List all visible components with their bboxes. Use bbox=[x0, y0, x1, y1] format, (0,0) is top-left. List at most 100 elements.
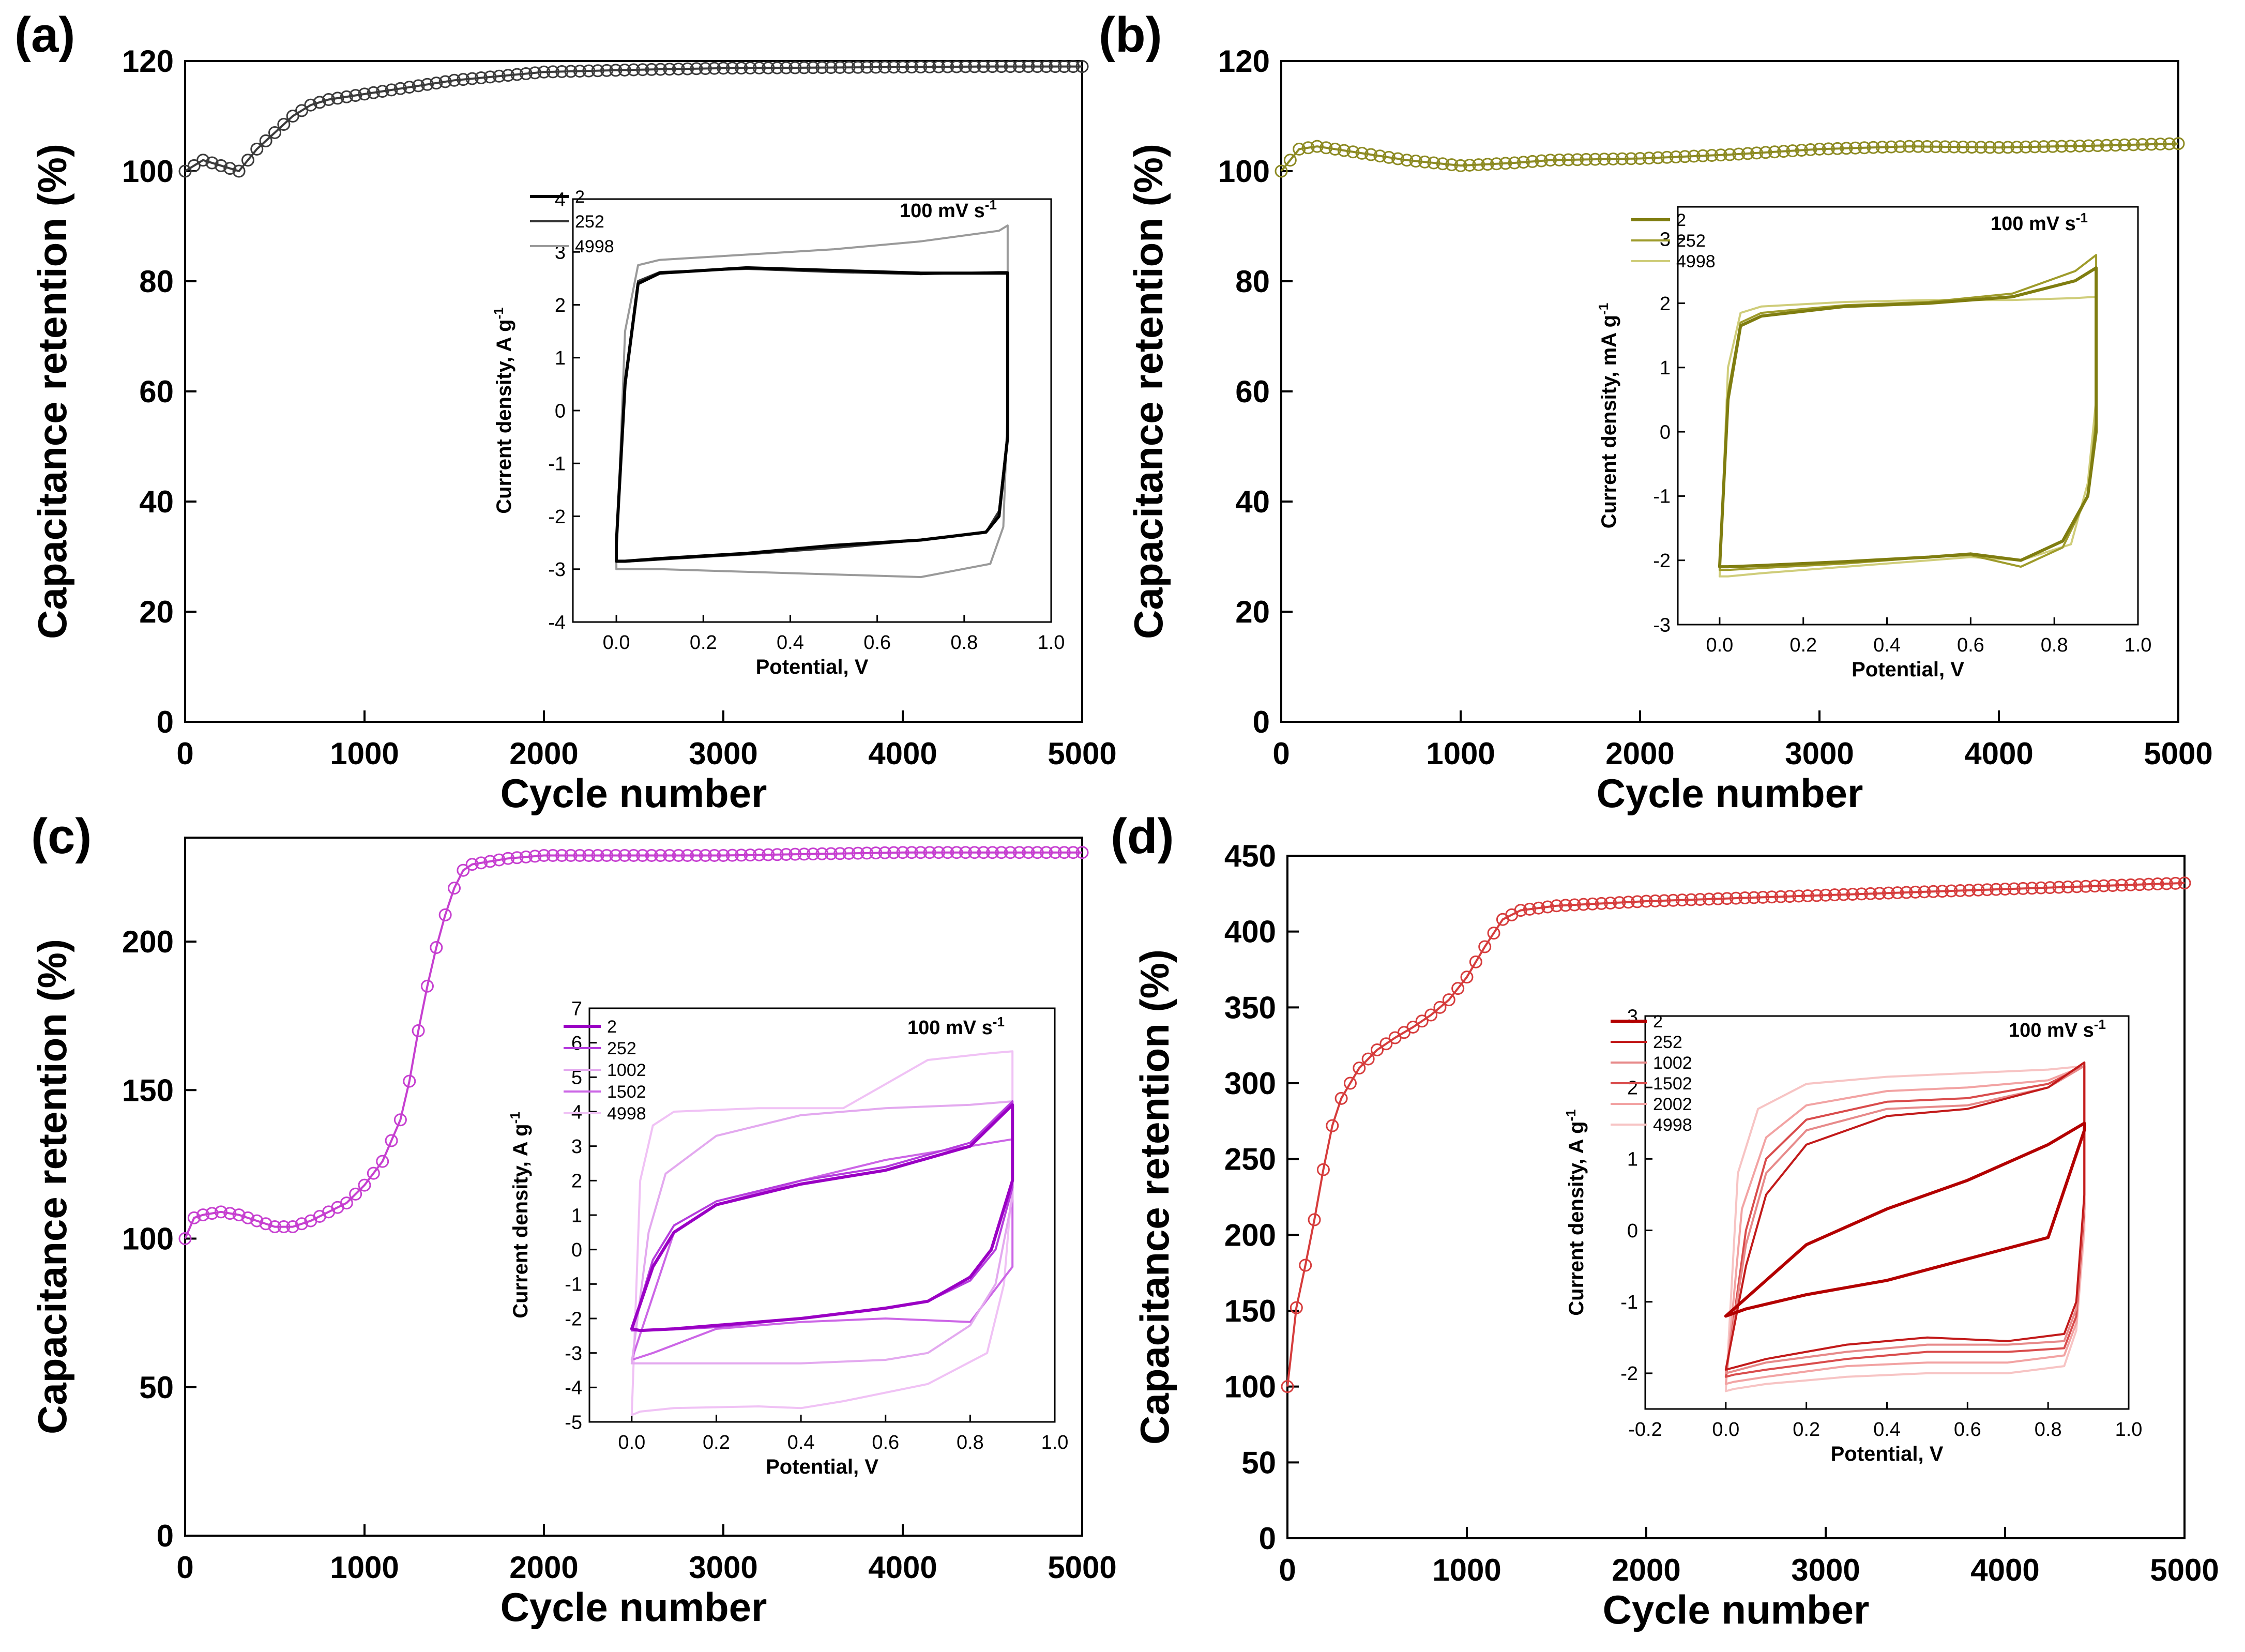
retention-data-point bbox=[412, 79, 425, 93]
retention-data-point bbox=[502, 852, 515, 865]
retention-data-point bbox=[914, 60, 928, 74]
retention-data-point bbox=[1373, 149, 1387, 163]
inset-y-axis-title: Current density, A g-1 bbox=[507, 1112, 532, 1318]
cv-curve-2 bbox=[630, 1103, 1014, 1332]
chart-panel-d: (d)0 1000 2000 3000 4000 50000501001502002503… bbox=[1111, 809, 2219, 1632]
retention-data-point bbox=[735, 848, 748, 862]
inset-y-axis-title-superscript: -1 bbox=[1563, 1109, 1579, 1121]
panel-label: (b) bbox=[1099, 7, 1162, 63]
retention-data-point bbox=[430, 77, 443, 90]
retention-data-point bbox=[1685, 893, 1698, 906]
inset-y-tick-label: 1 bbox=[1660, 357, 1671, 379]
retention-data-point bbox=[2160, 877, 2173, 890]
retention-data-point bbox=[977, 846, 990, 859]
retention-data-point bbox=[1750, 146, 1764, 160]
inset-y-tick-label: 2 bbox=[571, 1171, 582, 1192]
retention-data-point bbox=[268, 126, 281, 139]
retention-data-point bbox=[2136, 138, 2149, 151]
retention-data-point bbox=[528, 850, 542, 863]
retention-data-point bbox=[1801, 889, 1814, 902]
scan-rate-label: 100 mV s-1 bbox=[900, 197, 997, 222]
retention-data-point bbox=[1604, 897, 1617, 910]
retention-data-point bbox=[1756, 890, 1770, 904]
retention-data-point bbox=[725, 62, 739, 75]
legend-label: 1502 bbox=[607, 1082, 646, 1102]
retention-data-point bbox=[393, 82, 407, 95]
y-tick-label: 0 bbox=[1253, 705, 1270, 739]
retention-data-point bbox=[286, 1220, 299, 1234]
retention-data-point bbox=[1598, 153, 1611, 166]
retention-data-point bbox=[977, 60, 990, 73]
retention-data-point bbox=[1992, 141, 2006, 154]
retention-data-point bbox=[268, 1220, 281, 1234]
retention-data-point bbox=[1640, 895, 1653, 908]
retention-data-point bbox=[1595, 897, 1608, 910]
retention-data-point bbox=[878, 60, 891, 74]
retention-data-point bbox=[2118, 138, 2131, 151]
legend-label: 252 bbox=[575, 212, 604, 232]
inset-y-axis-title-superscript: -1 bbox=[507, 1112, 523, 1124]
retention-data-point bbox=[1382, 150, 1395, 164]
x-tick-label: 1000 bbox=[1432, 1553, 1501, 1587]
retention-data-point bbox=[833, 847, 847, 860]
retention-data-point bbox=[609, 64, 623, 77]
y-tick-label: 0 bbox=[157, 1519, 174, 1553]
legend-label: 1002 bbox=[1653, 1053, 1692, 1073]
inset-y-tick-label: -2 bbox=[1653, 550, 1671, 572]
y-tick-label: 120 bbox=[1218, 44, 1270, 79]
retention-data-point bbox=[420, 979, 434, 993]
retention-data-point bbox=[1275, 164, 1288, 178]
retention-data-point bbox=[762, 61, 775, 74]
x-axis-title: Cycle number bbox=[500, 770, 767, 816]
scan-rate-label: 100 mV s-1 bbox=[907, 1014, 1005, 1039]
retention-data-point bbox=[654, 63, 668, 76]
inset-x-tick-label: 0.0 bbox=[1706, 634, 1733, 656]
retention-data-point bbox=[699, 62, 712, 75]
retention-data-point bbox=[2073, 139, 2086, 153]
retention-data-point bbox=[1666, 893, 1680, 907]
inset-x-tick-label: 0.2 bbox=[1793, 1419, 1820, 1441]
retention-data-point bbox=[1030, 60, 1044, 73]
y-tick-label: 80 bbox=[139, 264, 174, 299]
retention-data-point bbox=[950, 60, 963, 73]
inset-plot-frame bbox=[1677, 206, 2139, 626]
inset-x-tick-label: 0.4 bbox=[777, 632, 804, 654]
y-tick-label: 350 bbox=[1224, 990, 1276, 1025]
retention-data-point bbox=[1795, 144, 1808, 157]
retention-data-point bbox=[2145, 138, 2158, 151]
retention-data-point bbox=[2025, 882, 2039, 895]
retention-data-point bbox=[1918, 885, 1931, 899]
retention-data-point bbox=[1606, 152, 1620, 165]
retention-data-point bbox=[2133, 878, 2146, 891]
retention-data-point bbox=[349, 89, 362, 102]
inset-y-tick-label: 2 bbox=[555, 295, 566, 316]
retention-data-point bbox=[2010, 141, 2024, 154]
retention-data-point bbox=[627, 63, 640, 77]
cv-curve-252 bbox=[630, 1100, 1014, 1332]
retention-data-point bbox=[1353, 1062, 1366, 1075]
y-tick-label: 0 bbox=[1259, 1521, 1276, 1556]
inset-y-tick-label: 6 bbox=[571, 1033, 582, 1054]
inset-y-tick-label: -3 bbox=[1653, 614, 1671, 636]
retention-data-point bbox=[1301, 141, 1315, 155]
legend-label: 4998 bbox=[1653, 1115, 1692, 1135]
retention-data-point bbox=[546, 65, 559, 79]
y-axis-title: Capacitance retention (%) bbox=[29, 144, 75, 639]
retention-data-point bbox=[2097, 879, 2111, 892]
retention-data-point bbox=[1765, 890, 1779, 904]
retention-data-point bbox=[815, 61, 829, 74]
retention-data-point bbox=[2079, 880, 2092, 893]
retention-data-point bbox=[1049, 846, 1062, 859]
x-tick-label: 4000 bbox=[868, 736, 937, 771]
inset-y-tick-label: -1 bbox=[565, 1274, 582, 1296]
y-tick-label: 100 bbox=[122, 154, 174, 189]
x-tick-label: 1000 bbox=[1426, 736, 1495, 771]
retention-data-point bbox=[1364, 148, 1377, 161]
retention-data-point bbox=[1337, 144, 1351, 157]
retention-data-point bbox=[1651, 151, 1665, 164]
retention-data-point bbox=[304, 98, 317, 112]
x-tick-label: 5000 bbox=[1048, 736, 1116, 771]
retention-data-point bbox=[250, 142, 264, 156]
y-tick-label: 50 bbox=[1241, 1445, 1276, 1480]
retention-data-point bbox=[905, 60, 918, 74]
